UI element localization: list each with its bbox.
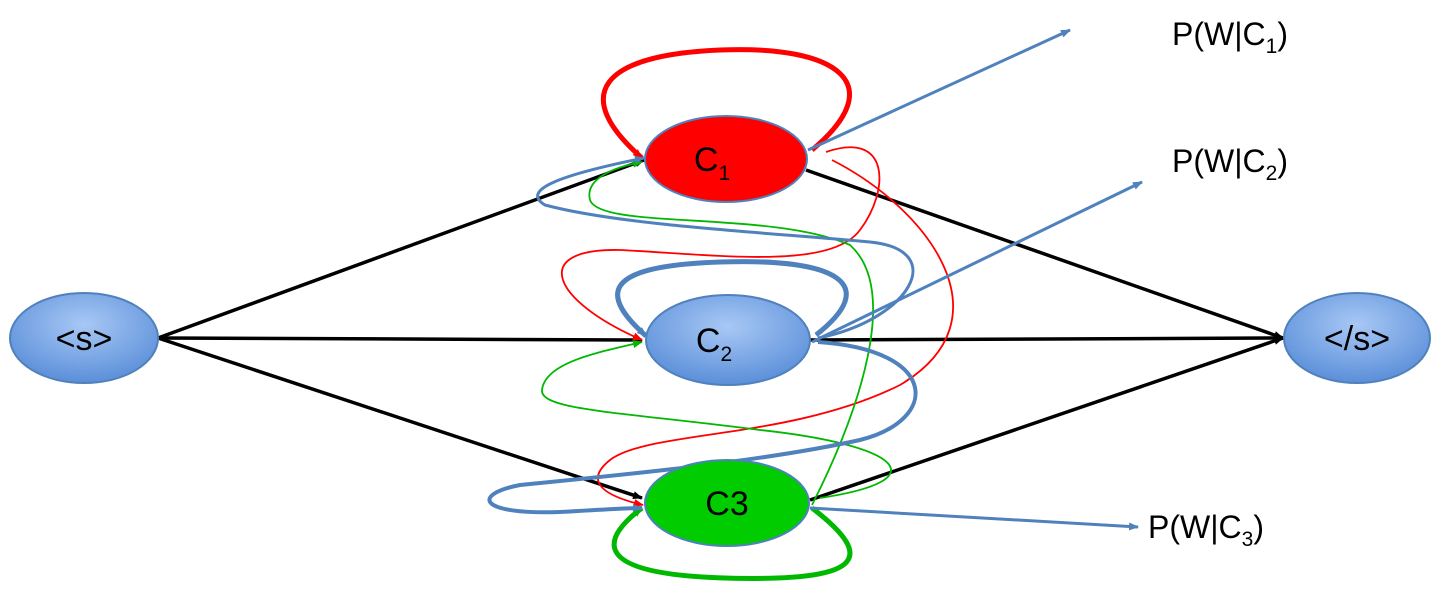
emission-label-c1-close: ) [1277, 16, 1288, 52]
self-loop-c2 [615, 259, 849, 338]
emission-arrow-c1 [807, 28, 1071, 152]
node-end-label: </s> [1324, 320, 1390, 358]
emission-label-c3-sub: 3 [1242, 528, 1254, 551]
node-c1-shape [644, 115, 808, 203]
node-start-label: <s> [56, 320, 113, 358]
edge-c3-to-c2-green [541, 340, 892, 499]
emission-arrow-c2 [811, 180, 1143, 344]
emission-label-c1-sub: 1 [1266, 35, 1278, 58]
edge-start-to-c3 [157, 336, 643, 500]
node-start: <s> [9, 292, 159, 384]
emission-label-c2: P(W|C2) [1172, 143, 1288, 185]
node-start-shape [9, 292, 159, 384]
node-c1-label-sub: 1 [718, 162, 730, 185]
emission-label-c2-close: ) [1277, 143, 1288, 179]
edge-start-to-c1 [157, 158, 645, 340]
edge-c2-to-end [809, 334, 1284, 343]
node-c1: C1 [644, 115, 808, 203]
node-c2-label: C2 [696, 322, 732, 366]
edge-c1-to-c2-red [560, 146, 881, 341]
node-c3-label: C3 [705, 485, 748, 523]
node-end-shape [1283, 292, 1431, 384]
edge-c3-to-end [809, 336, 1284, 502]
edge-c2-to-c1-blue [536, 155, 915, 340]
node-c2-shape [645, 294, 811, 386]
node-c3-shape [644, 459, 810, 547]
edge-c3-to-c1-green [588, 159, 874, 506]
emission-label-c2-main: P(W|C [1172, 143, 1266, 179]
node-c2-label-main: C [696, 322, 721, 360]
node-c1-label: C1 [694, 141, 730, 185]
node-c2-label-sub: 2 [720, 343, 732, 366]
emission-label-c1-main: P(W|C [1172, 16, 1266, 52]
node-c2: C2 [645, 294, 811, 386]
emission-label-c1: P(W|C1) [1172, 16, 1288, 58]
emission-arrow-c3 [809, 506, 1139, 531]
edge-start-to-c2 [157, 335, 643, 344]
self-loop-c3 [611, 506, 853, 581]
emission-label-c3: P(W|C3) [1148, 509, 1264, 551]
emission-label-c2-sub: 2 [1266, 162, 1278, 185]
edge-c1-to-c3-red [597, 159, 954, 507]
emission-label-c3-main: P(W|C [1148, 509, 1242, 545]
self-loop-c1 [600, 47, 852, 160]
node-end: </s> [1283, 292, 1431, 384]
edge-c1-to-end [805, 168, 1284, 340]
emission-label-c3-close: ) [1253, 509, 1264, 545]
node-c1-label-main: C [694, 141, 719, 179]
edges [157, 28, 1284, 581]
node-c3: C3 [644, 459, 810, 547]
edge-c2-to-c3-blue [487, 340, 918, 515]
